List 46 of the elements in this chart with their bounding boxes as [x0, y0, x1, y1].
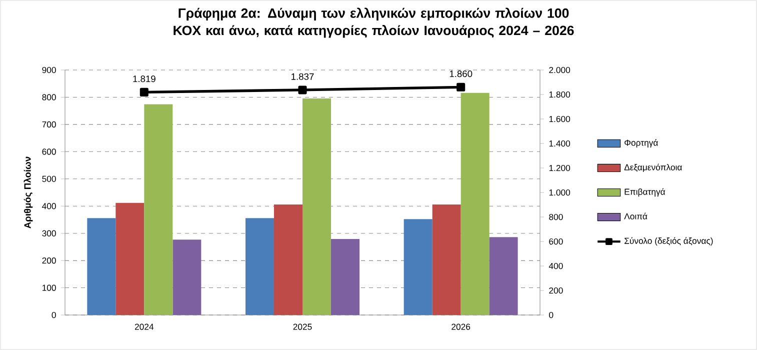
y-tick-label: 400	[42, 203, 56, 210]
bar	[274, 204, 303, 315]
legend-label: Φορτηγά	[624, 139, 658, 148]
y2-tick-label: 1.200	[549, 164, 570, 172]
y-tick-label: 500	[42, 176, 56, 182]
bar	[144, 104, 173, 315]
y2-tick-label: 800	[549, 214, 563, 220]
bar	[302, 98, 331, 315]
bar	[460, 92, 490, 315]
y2-tick-label: 200	[549, 287, 563, 294]
bar	[331, 239, 360, 315]
y-tick-label: 300	[42, 230, 56, 236]
y2-tick-label: 1.400	[549, 140, 570, 147]
y-tick-label: 0	[52, 312, 56, 318]
data-label: 1.860	[450, 70, 472, 78]
y2-tick-label: 1.600	[549, 116, 570, 122]
data-label: 1.819	[133, 76, 156, 82]
chart-title: Γράφημα 2α: Δύναμη των ελληνικών εμπορικών πλοίων 100 ΚΟΧ και άνω, κατά κατηγορίες πλοίων Ιανουάριος 2024 – 2026	[174, 8, 574, 38]
y-tick-label: 700	[42, 121, 56, 128]
y2-tick-label: 600	[549, 238, 563, 245]
bar	[404, 219, 432, 315]
y-tick-label: 600	[42, 148, 56, 155]
y2-tick-label: 1.800	[549, 91, 570, 98]
y-axis-title: Αριθμός Πλοίων	[24, 156, 33, 228]
x-tick-label: 2024	[134, 324, 154, 330]
data-label: 1.837	[292, 73, 314, 80]
y2-tick-label: 0	[549, 312, 554, 318]
bar	[489, 237, 518, 315]
legend-label: Δεξαμενόπλοια	[624, 164, 682, 172]
y-tick-label: 100	[42, 284, 56, 291]
y-tick-label: 800	[42, 94, 56, 100]
bar	[87, 218, 116, 315]
bar	[172, 240, 202, 315]
legend-label: Επιβατηγά	[624, 188, 666, 197]
bar	[432, 204, 461, 315]
y2-tick-label: 2.000	[549, 66, 570, 74]
legend-label: Σύνολο (δεξιός άξονας)	[624, 237, 713, 246]
x-tick-label: 2026	[452, 324, 470, 330]
x-tick-label: 2025	[293, 324, 312, 330]
y2-tick-label: 400	[548, 262, 563, 270]
y-tick-label: 900	[42, 66, 56, 74]
legend-label: Λοιπά	[624, 212, 648, 220]
bar	[116, 202, 144, 315]
y2-tick-label: 1.000	[549, 189, 570, 196]
bar	[246, 218, 274, 315]
y-tick-label: 200	[42, 257, 56, 264]
